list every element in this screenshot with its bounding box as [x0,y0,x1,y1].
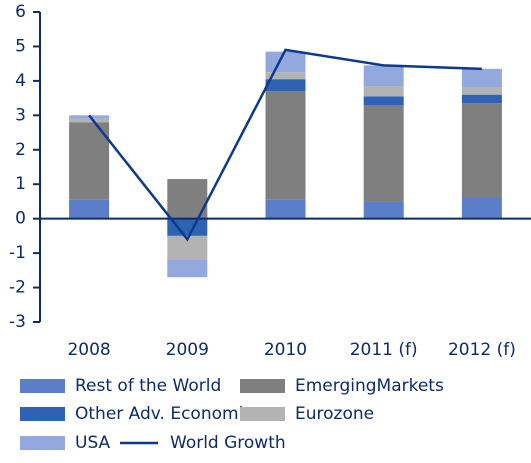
bar-segment [461,198,502,219]
y-tick-label: 5 [15,36,26,56]
bar-segment [461,94,502,104]
y-tick-label: 6 [15,2,26,22]
bar-segment [363,105,404,202]
bar-segment [265,72,306,80]
bar-segment [363,86,404,97]
y-tick-label: 1 [15,174,26,194]
x-tick-label: 2011 (f) [350,340,418,360]
bar-segment [69,122,110,200]
legend-label: EmergingMarkets [295,376,444,396]
y-tick-label: 4 [15,71,26,91]
legend-swatch [240,407,285,421]
bar-segment [265,51,306,73]
line-series [88,48,482,242]
y-tick-label: 3 [15,105,26,125]
bar-segment [265,91,306,200]
x-tick-label: 2008 [67,340,110,360]
bar-segment [363,96,404,105]
legend-label: World Growth [170,433,286,453]
bar-segment [363,65,404,87]
legend-swatch [20,436,65,450]
y-tick-label: 2 [15,140,26,160]
bar-segment [69,199,110,219]
y-tick-label: -1 [9,243,26,263]
bar-segment [461,68,502,88]
x-tick-label: 2012 (f) [448,340,516,360]
bar-segment [461,103,502,198]
legend-swatch [20,407,65,421]
y-tick-label: -2 [9,278,26,298]
legend-label: Other Adv. Economies [75,404,263,424]
legend-swatch [20,379,65,393]
y-tick-label: -3 [9,312,26,332]
bar-segment [461,87,502,95]
y-tick-label: 0 [15,209,26,229]
legend-label: Eurozone [295,404,374,424]
bar-segment [167,218,208,236]
bar-segment [69,118,110,123]
bar-segment [363,201,404,219]
bar-segment [167,260,208,278]
legend-label: Rest of the World [75,376,221,396]
legend-swatch [240,379,285,393]
x-tick-label: 2010 [264,340,307,360]
x-tick-label: 2009 [166,340,209,360]
bar-segment [265,79,306,92]
bar-segment [265,199,306,219]
legend-label: USA [75,433,111,453]
